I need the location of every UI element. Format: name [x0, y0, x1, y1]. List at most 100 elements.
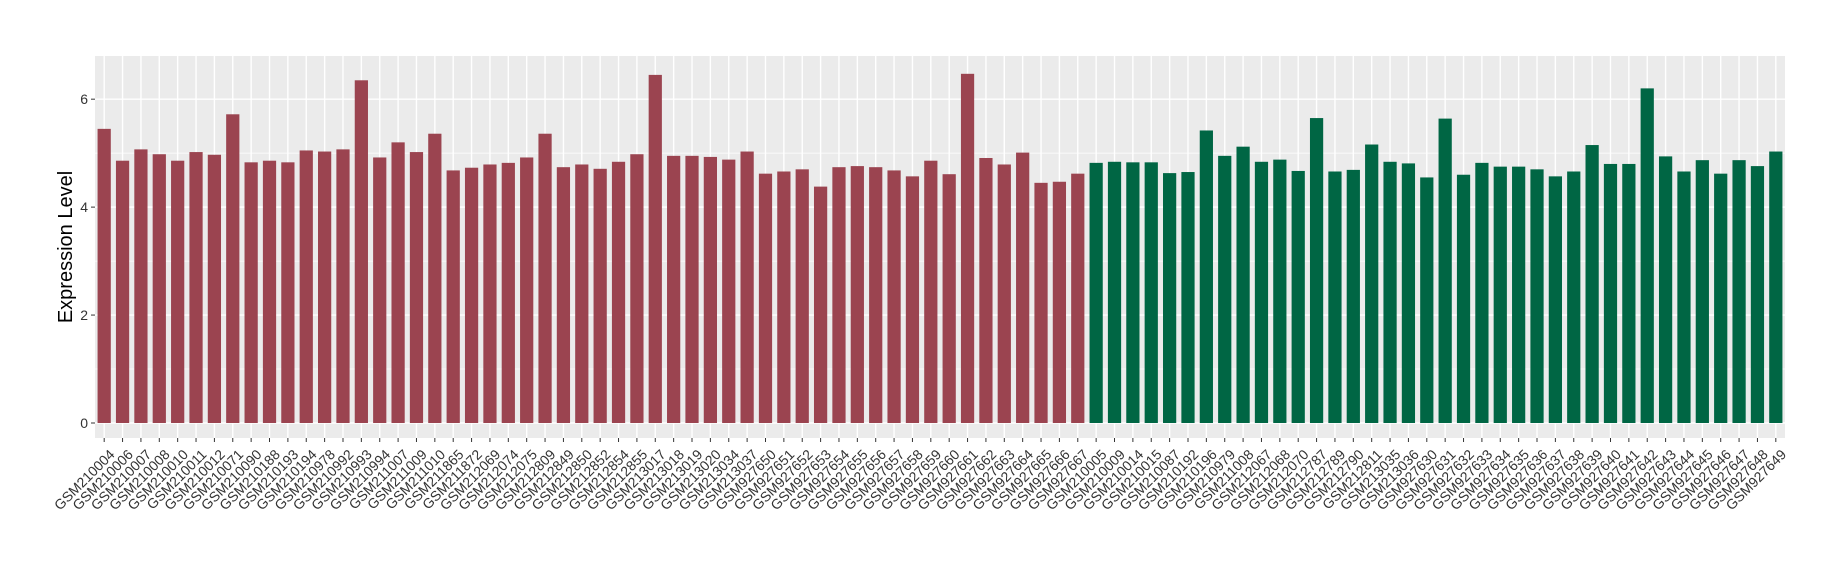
bar-GSM210015: [1144, 162, 1158, 423]
y-axis-title: Expression Level: [55, 171, 77, 323]
bar-GSM927644: [1677, 171, 1691, 423]
bar-GSM212855: [630, 154, 644, 423]
bar-GSM211009: [409, 152, 424, 424]
bar-GSM927632: [1456, 174, 1471, 423]
bar-GSM210993: [354, 80, 368, 423]
bar-GSM927662: [979, 158, 993, 424]
bar-GSM210008: [152, 154, 166, 423]
bar-GSM210014: [1126, 162, 1140, 423]
bar-GSM927655: [850, 166, 864, 423]
bar-GSM212069: [483, 164, 497, 423]
bar-GSM212790: [1346, 169, 1360, 423]
y-tick-label: 4: [80, 199, 88, 215]
bar-GSM927638: [1567, 171, 1581, 423]
bar-GSM927640: [1603, 163, 1618, 424]
bar-GSM927665: [1034, 182, 1048, 423]
bar-GSM927666: [1052, 181, 1067, 423]
bar-GSM212067: [1254, 161, 1269, 423]
bar-GSM210090: [244, 162, 258, 423]
y-tick-label: 6: [80, 91, 88, 107]
bar-GSM210979: [1218, 155, 1232, 423]
bar-GSM210009: [1107, 161, 1122, 423]
bar-GSM927658: [905, 176, 920, 423]
bar-GSM927630: [1420, 177, 1434, 423]
bar-GSM212811: [1365, 144, 1379, 423]
y-tick-label: 0: [80, 415, 88, 431]
bar-GSM210978: [318, 151, 332, 423]
bar-GSM927660: [942, 174, 956, 423]
y-axis: 0 2 4 6: [80, 91, 95, 431]
bar-GSM927643: [1658, 156, 1673, 423]
bar-GSM927649: [1769, 151, 1783, 423]
bar-GSM211872: [464, 167, 479, 423]
bar-GSM927636: [1530, 169, 1544, 423]
bar-GSM210004: [97, 128, 111, 423]
bar-GSM213017: [648, 74, 662, 423]
bar-GSM210011: [189, 152, 203, 424]
bar-GSM210188: [262, 160, 277, 423]
bar-GSM927633: [1475, 162, 1489, 424]
bar-GSM212075: [520, 157, 534, 423]
bar-GSM927642: [1640, 88, 1654, 423]
bar-GSM210994: [373, 157, 387, 423]
bar-GSM927631: [1438, 118, 1452, 423]
bar-GSM927661: [960, 73, 975, 423]
bar-GSM927634: [1493, 166, 1507, 423]
bar-GSM210071: [226, 114, 240, 423]
bar-GSM212787: [1309, 118, 1324, 424]
bar-GSM927639: [1585, 145, 1599, 424]
bar-GSM927645: [1695, 160, 1709, 423]
bar-GSM927651: [777, 171, 791, 423]
bar-GSM927656: [869, 167, 883, 423]
bar-GSM210010: [171, 160, 185, 423]
bar-GSM212074: [501, 162, 515, 424]
bar-GSM211007: [391, 142, 405, 423]
bar-GSM210005: [1089, 162, 1103, 424]
bar-GSM210193: [281, 162, 295, 423]
bar-GSM213034: [722, 159, 736, 423]
x-axis: GSM210004GSM210006GSM210007GSM210008GSM2…: [51, 438, 1789, 513]
bar-GSM212850: [575, 164, 589, 423]
bar-GSM212070: [1291, 170, 1305, 423]
bar-GSM210012: [207, 154, 222, 423]
bar-GSM213019: [685, 155, 699, 423]
bar-GSM212854: [611, 161, 626, 423]
bar-GSM927667: [1071, 173, 1085, 423]
bar-GSM927637: [1548, 176, 1562, 423]
bar-GSM927641: [1622, 163, 1636, 424]
bar-GSM210194: [299, 150, 313, 423]
bar-GSM210007: [134, 149, 148, 423]
bar-GSM927663: [997, 164, 1011, 423]
bar-GSM927653: [813, 186, 828, 423]
bar-GSM212789: [1328, 171, 1342, 423]
bar-GSM210992: [336, 149, 350, 423]
bar-GSM927646: [1714, 173, 1728, 423]
bar-GSM927654: [832, 167, 846, 423]
bar-GSM927647: [1732, 160, 1746, 423]
y-tick-label: 2: [80, 307, 88, 323]
bars: [97, 73, 1783, 424]
bar-GSM213036: [1401, 163, 1416, 423]
bar-GSM927650: [758, 173, 773, 423]
bar-GSM212809: [538, 133, 552, 423]
bar-GSM210087: [1163, 173, 1177, 423]
bar-GSM927648: [1750, 166, 1765, 423]
bar-GSM927657: [887, 170, 901, 423]
bar-GSM210196: [1199, 130, 1213, 423]
bar-GSM927659: [924, 160, 938, 423]
bar-GSM211865: [446, 170, 460, 423]
bar-GSM212849: [556, 167, 571, 423]
bar-GSM210006: [115, 160, 130, 423]
bar-GSM213037: [740, 151, 754, 423]
bar-GSM213035: [1383, 161, 1397, 423]
bar-GSM211008: [1236, 146, 1250, 423]
bar-GSM927664: [1016, 152, 1030, 423]
bar-GSM927652: [795, 169, 809, 423]
bar-GSM210192: [1181, 172, 1195, 423]
bar-GSM212068: [1273, 159, 1287, 423]
bar-GSM927635: [1512, 166, 1526, 423]
bar-GSM212852: [593, 168, 607, 423]
bar-GSM211010: [428, 133, 442, 423]
bar-GSM213020: [703, 156, 717, 424]
